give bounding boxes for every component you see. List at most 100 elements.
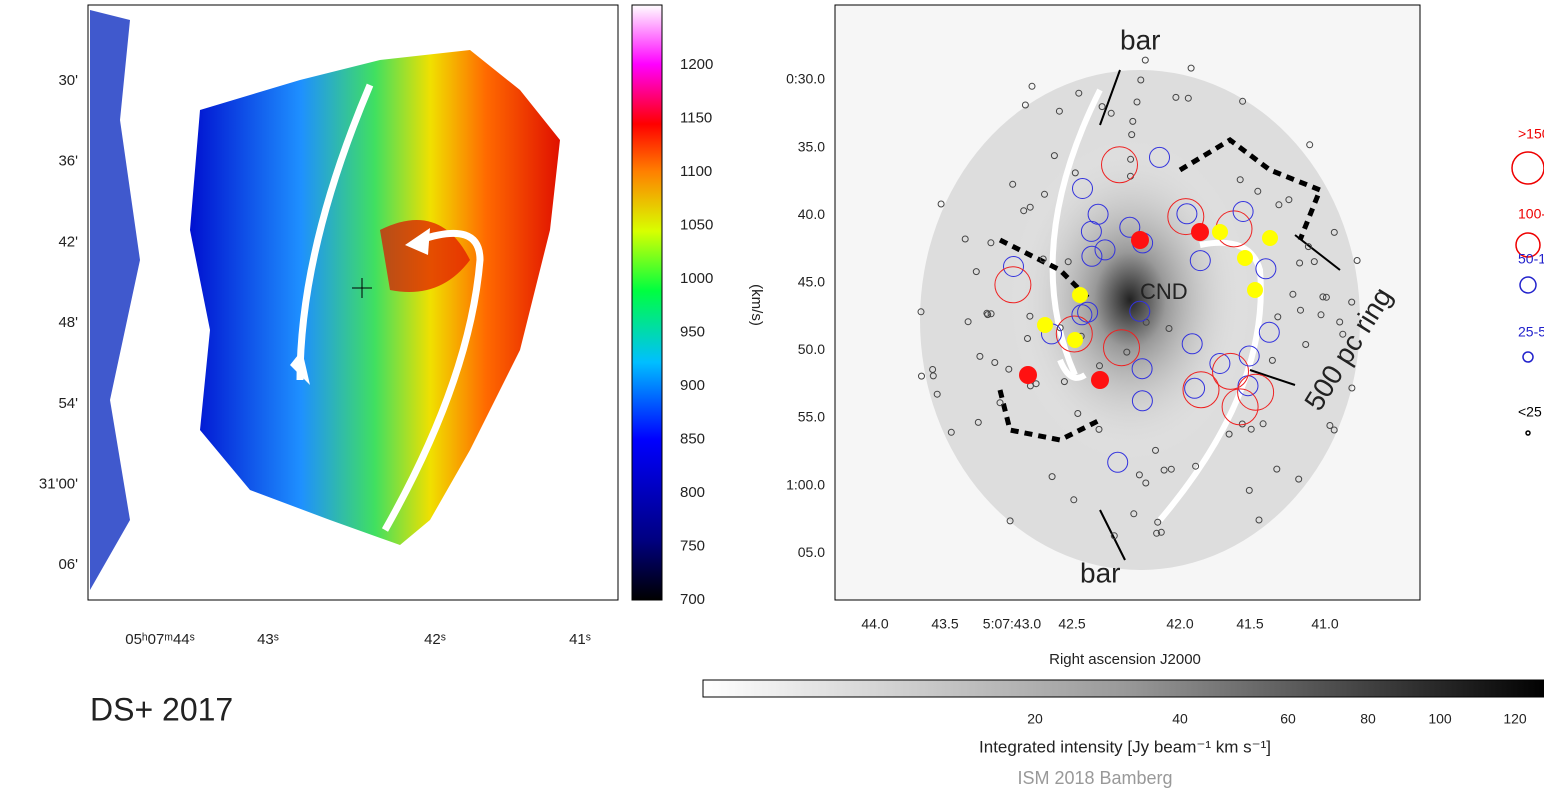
cloud-marker — [1024, 335, 1031, 342]
y-tick-label: 42' — [58, 233, 78, 250]
cloud-marker — [1095, 425, 1103, 433]
cloud-marker — [1072, 178, 1093, 199]
cloud-marker — [961, 235, 969, 243]
x-tick-label: 5:07:43.0 — [983, 616, 1042, 632]
cloud-marker — [1020, 207, 1028, 215]
y-tick-label: 1:00.0 — [786, 476, 825, 492]
x-tick-label: 41.5 — [1236, 616, 1263, 632]
colorbar-tick-label: 100 — [1428, 711, 1452, 727]
cloud-marker — [1127, 155, 1135, 163]
cloud-marker — [1135, 471, 1143, 479]
cloud-marker — [1133, 98, 1141, 106]
cloud-marker — [996, 399, 1004, 407]
cloud-marker — [1182, 371, 1220, 409]
colorbar-tick-label: 1100 — [680, 163, 712, 180]
cloud-marker — [929, 366, 937, 373]
cloud-marker — [1330, 228, 1338, 236]
cloud-marker — [1055, 107, 1063, 115]
cloud-marker — [1295, 475, 1303, 483]
colorbar-tick-label: 1000 — [680, 270, 713, 287]
cloud-marker — [1165, 325, 1173, 332]
cloud-marker — [1056, 324, 1064, 332]
cloud-markers — [917, 56, 1361, 540]
annotation: CND — [1140, 279, 1188, 304]
cloud-marker — [1255, 516, 1263, 524]
cloud-marker — [1353, 257, 1361, 264]
y-tick-label: 35.0 — [798, 138, 825, 154]
x-axis-label: Right ascension J2000 — [1049, 651, 1201, 668]
flow-arrow — [381, 229, 484, 532]
legend-label: 50-100 — [1518, 251, 1544, 267]
cloud-marker — [1064, 258, 1072, 266]
cloud-marker — [1071, 169, 1079, 177]
cloud-marker — [1254, 187, 1262, 195]
colorbar-label: Integrated intensity [Jy beam⁻¹ km s⁻¹] — [979, 737, 1271, 756]
cloud-marker — [1189, 250, 1211, 272]
cloud-marker — [991, 359, 999, 366]
legend-marker — [1522, 351, 1534, 363]
cloud-marker — [1149, 146, 1170, 168]
x-tick-label: 43.5 — [931, 616, 958, 632]
cloud-marker — [1306, 141, 1314, 149]
y-tick-label: 55.0 — [798, 409, 825, 425]
cloud-marker — [937, 200, 945, 208]
red-star — [1191, 223, 1209, 241]
cloud-marker — [1153, 529, 1161, 537]
cloud-marker — [1026, 312, 1034, 320]
legend-label: 25-50 — [1518, 324, 1544, 340]
cloud-marker — [1087, 203, 1109, 225]
cloud-marker — [1142, 479, 1150, 487]
venue: ISM 2018 Bamberg — [1017, 768, 1172, 788]
flow-arrow — [1157, 239, 1264, 522]
cloud-marker — [1009, 180, 1017, 188]
cloud-marker — [1184, 94, 1192, 102]
arrowhead — [290, 350, 310, 385]
y-tick-label: 06' — [58, 556, 78, 573]
cloud-marker — [1274, 313, 1282, 321]
legend-marker — [1511, 151, 1544, 185]
y-tick-label: 54' — [58, 395, 78, 412]
cloud-marker — [1209, 353, 1231, 374]
cloud-marker — [1131, 390, 1153, 412]
cloud-marker — [1176, 203, 1198, 225]
y-tick-label: 05.0 — [798, 544, 825, 560]
cloud-marker — [1192, 462, 1200, 470]
cloud-marker — [1172, 93, 1180, 101]
cloud-marker — [1157, 528, 1165, 536]
cloud-marker — [1212, 352, 1249, 390]
cloud-marker — [1330, 426, 1338, 434]
colorbar-tick-label: 80 — [1360, 711, 1376, 727]
cloud-marker — [1154, 518, 1162, 526]
x-tick-label: 41.0 — [1311, 616, 1338, 632]
colorbar-tick-label: 20 — [1027, 711, 1043, 727]
yellow-star — [1067, 332, 1083, 348]
cloud-marker — [1296, 259, 1304, 267]
red-star — [1131, 231, 1149, 249]
colorbar-tick-label: 850 — [680, 430, 705, 447]
velocity-field — [190, 50, 560, 545]
colorbar-tick-label: 750 — [680, 537, 705, 554]
x-tick-label: 42.0 — [1166, 616, 1193, 632]
y-tick-label: 50.0 — [798, 341, 825, 357]
cloud-marker — [1160, 466, 1168, 474]
colorbar-tick-label: 40 — [1172, 711, 1188, 727]
legend-marker — [1515, 232, 1541, 258]
cloud-marker — [1141, 56, 1149, 64]
cloud-marker — [964, 318, 972, 326]
flow-arrow — [296, 83, 374, 381]
cloud-marker — [918, 372, 925, 380]
cloud-marker — [1107, 109, 1115, 117]
y-tick-label: 0:30.0 — [786, 71, 825, 87]
cloud-marker — [1268, 356, 1276, 364]
annotation: bar — [1120, 24, 1160, 55]
x-tick-label: 42.5 — [1058, 616, 1085, 632]
cloud-marker — [1322, 293, 1330, 301]
yellow-star — [1247, 282, 1263, 298]
y-tick-label: 31'00' — [39, 475, 78, 492]
colorbar-tick-label: 950 — [680, 323, 705, 340]
cloud-marker — [1221, 388, 1259, 426]
cloud-marker — [1003, 256, 1024, 277]
cloud-marker — [1006, 517, 1014, 525]
x-tick-label: 43ˢ — [257, 631, 279, 648]
